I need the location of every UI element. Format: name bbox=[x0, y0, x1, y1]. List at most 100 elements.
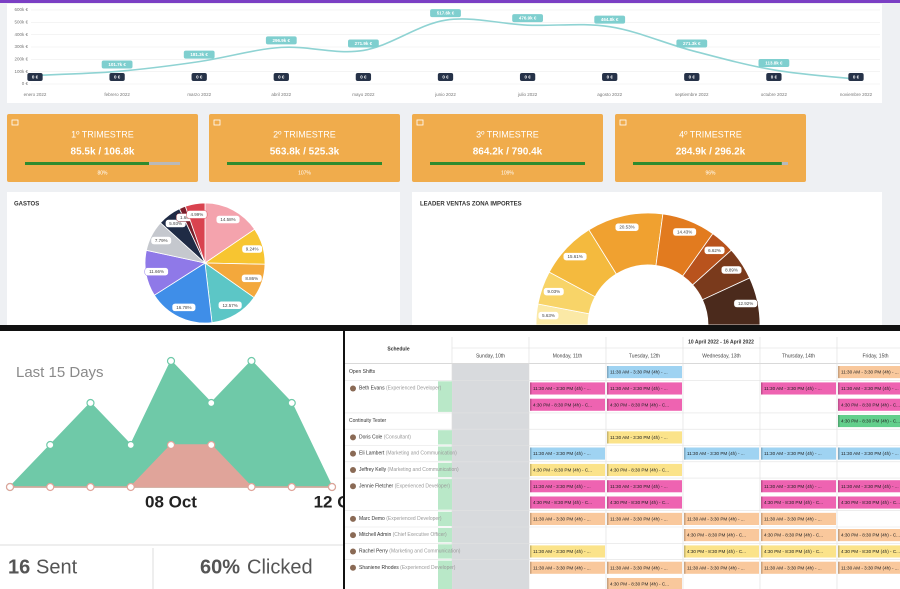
value-label: 0 € bbox=[771, 74, 778, 79]
shift-box: 4:30 PM - 8:30 PM (4h) - C... bbox=[838, 496, 900, 509]
progress-hint bbox=[438, 544, 452, 559]
sales-line bbox=[34, 18, 857, 80]
shift-edge bbox=[607, 512, 609, 525]
shift-edge bbox=[838, 366, 840, 379]
slice-label: 8.89% bbox=[725, 267, 738, 272]
shift-text: 4:30 PM - 8:30 PM (4h) - C... bbox=[610, 402, 669, 407]
progress-bar bbox=[227, 162, 382, 165]
role: (Consultant) bbox=[384, 435, 412, 441]
progress-hint bbox=[438, 479, 452, 510]
slice-label: 7.79% bbox=[155, 238, 168, 243]
value-label: 0 € bbox=[853, 74, 860, 79]
shift-text: 11:30 AM - 3:30 PM (4h) - ... bbox=[610, 484, 668, 489]
shift-box: 4:30 PM - 8:30 PM (4h) - C... bbox=[607, 577, 682, 589]
shift-box: 11:30 AM - 3:30 PM (4h) - ... bbox=[838, 447, 900, 460]
value-label: 0 € bbox=[689, 74, 696, 79]
shift bbox=[838, 529, 900, 542]
shift-box: 11:30 AM - 3:30 PM (4h) - ... bbox=[761, 382, 836, 395]
shift-text: 4:30 PM - 8:30 PM (4h) - C... bbox=[841, 500, 900, 505]
day-label: Wednesday, 13th bbox=[702, 353, 741, 359]
shift-text: 11:30 AM - 3:30 PM (4h) - ... bbox=[610, 565, 668, 570]
progress-label: 80% bbox=[97, 170, 108, 176]
name: Marc Demo bbox=[359, 516, 385, 522]
name: Doris Cole bbox=[359, 435, 383, 441]
shift-box: 11:30 AM - 3:30 PM (4h) - ... bbox=[838, 366, 900, 379]
shift-edge bbox=[761, 512, 763, 525]
shift bbox=[607, 480, 682, 493]
name: Jeffrey Kelly bbox=[359, 467, 387, 473]
value-label: 0 € bbox=[360, 74, 367, 79]
quarter-title: 3º TRIMESTRE bbox=[476, 129, 539, 139]
sent-count: 16 bbox=[8, 556, 30, 578]
slice-label-bg bbox=[563, 252, 588, 261]
shift bbox=[530, 480, 605, 493]
shift-edge bbox=[838, 398, 840, 411]
slice-label: 5.63% bbox=[542, 313, 555, 318]
shift-edge bbox=[530, 463, 532, 477]
quarter-title: 1º TRIMESTRE bbox=[71, 129, 134, 139]
progress-clip bbox=[633, 162, 782, 165]
shift-box: 11:30 AM - 3:30 PM (4h) - ... bbox=[607, 366, 682, 379]
slice-label: 12.57% bbox=[223, 303, 238, 308]
value-label: 0 € bbox=[278, 74, 285, 79]
shift-text: 11:30 AM - 3:30 PM (4h) - ... bbox=[841, 565, 899, 570]
name: Continuity Tester bbox=[349, 418, 386, 424]
value-label: 0 € bbox=[442, 74, 449, 79]
x-tick-label: junio 2022 bbox=[434, 92, 456, 97]
shift-box: 4:30 PM - 8:30 PM (4h) - C... bbox=[607, 398, 682, 411]
shift-edge bbox=[530, 545, 532, 558]
value-label: 101.7k € bbox=[108, 62, 126, 67]
clicked-label: Clicked bbox=[247, 556, 313, 578]
shift-box: 11:30 AM - 3:30 PM (4h) - ... bbox=[761, 512, 836, 525]
sales-chart: 0 € 100k € 200k € 300k € 400k € 500k € 600k € e… bbox=[14, 7, 880, 97]
y-tick-label: 500k € bbox=[14, 20, 28, 25]
point bbox=[247, 482, 256, 492]
shift bbox=[607, 561, 682, 574]
schedule: Schedule 10 April 2022 - 16 April 2022 Sun… bbox=[345, 337, 900, 589]
quarter-amount: 85.5k / 106.8k bbox=[71, 147, 135, 158]
shift-text: 11:30 AM - 3:30 PM (4h) - ... bbox=[841, 484, 899, 489]
role: (Marketing and Communication) bbox=[386, 451, 457, 457]
shift-edge bbox=[530, 398, 532, 411]
value-badge bbox=[265, 36, 297, 45]
quarter-icon bbox=[619, 119, 627, 126]
value-badge bbox=[602, 73, 618, 81]
avatar bbox=[350, 564, 356, 571]
avatar bbox=[350, 532, 356, 539]
progress-bar bbox=[25, 162, 149, 165]
value-label: 271.9k € bbox=[355, 41, 373, 46]
shift-box: 11:30 AM - 3:30 PM (4h) - ... bbox=[761, 447, 836, 460]
progress-bar bbox=[633, 162, 782, 165]
day-label: Monday, 11th bbox=[553, 353, 583, 359]
role: (Experienced Developer) bbox=[395, 484, 451, 490]
shift-text: 11:30 AM - 3:30 PM (4h) - ... bbox=[533, 516, 591, 521]
employee-name: Doris Cole (Consultant) bbox=[359, 435, 411, 441]
slice-label: 1.60% bbox=[180, 215, 193, 220]
shift-box: 4:30 PM - 8:30 PM (4h) - C... bbox=[607, 463, 682, 477]
employee-name: Jennie Fletcher (Experienced Developer) bbox=[359, 484, 450, 490]
role: (Marketing and Communication) bbox=[388, 467, 459, 473]
quarter-icon bbox=[213, 119, 221, 126]
value-label: 0 € bbox=[196, 74, 203, 79]
role: (Experienced Developer) bbox=[400, 565, 456, 571]
shift-edge bbox=[684, 561, 686, 574]
avatar bbox=[350, 450, 356, 457]
shift bbox=[838, 561, 900, 574]
shift bbox=[530, 496, 605, 509]
shift-text: 11:30 AM - 3:30 PM (4h) - ... bbox=[764, 516, 822, 521]
shift-text: 4:30 PM - 8:30 PM (4h) - C... bbox=[533, 402, 592, 407]
slice-label-bg bbox=[171, 303, 196, 312]
shift-text: 11:30 AM - 3:30 PM (4h) - ... bbox=[687, 565, 745, 570]
quarter-amount: 284.9k / 296.2k bbox=[676, 147, 746, 158]
day-label: Friday, 15th bbox=[862, 353, 888, 359]
value-badge bbox=[355, 73, 372, 81]
point bbox=[207, 398, 216, 408]
shift bbox=[684, 561, 759, 574]
shift bbox=[607, 577, 682, 589]
point bbox=[166, 440, 176, 450]
employee-name: Eli Lambert (Marketing and Communication… bbox=[359, 451, 457, 457]
shift bbox=[607, 382, 682, 395]
quarter-icon bbox=[416, 119, 424, 126]
